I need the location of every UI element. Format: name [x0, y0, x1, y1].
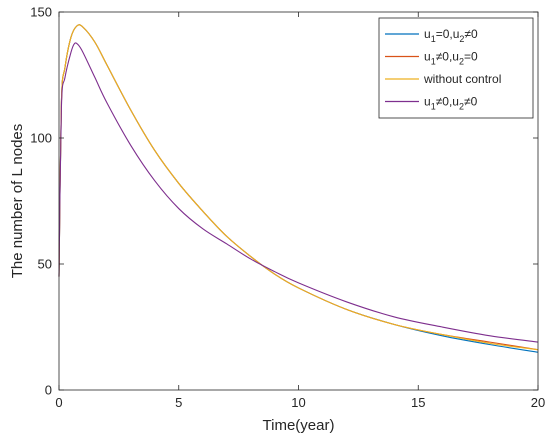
legend-text-part: ≠0 — [464, 27, 478, 41]
x-tick-label: 5 — [175, 395, 182, 410]
legend-text-part: ≠0,u — [436, 50, 459, 64]
subscript: 2 — [459, 34, 464, 44]
legend-text-part: u — [424, 50, 431, 64]
legend-text-part: ≠0,u — [436, 95, 459, 109]
legend-label-1: u1=0,u2≠0 — [424, 27, 478, 44]
series-line-4 — [58, 42, 539, 343]
subscript: 1 — [431, 102, 436, 112]
legend-text-part: =0,u — [436, 27, 460, 41]
y-tick-label: 0 — [45, 383, 52, 398]
subscript: 2 — [459, 57, 464, 67]
y-tick-label: 50 — [38, 257, 52, 272]
legend-text-part: u — [424, 95, 431, 109]
legend-text-part: u — [424, 27, 431, 41]
x-axis-label: Time(year) — [263, 417, 335, 434]
legend-text-part: without control — [423, 72, 501, 86]
x-tick-label: 15 — [411, 395, 425, 410]
legend-text-part: =0 — [464, 50, 478, 64]
subscript: 1 — [431, 57, 436, 67]
subscript: 1 — [431, 34, 436, 44]
series-layer — [58, 24, 539, 353]
y-axis-label: The number of L nodes — [9, 124, 26, 279]
legend-label-4: u1≠0,u2≠0 — [424, 95, 478, 112]
axes-layer: 0 5 10 15 20 0 50 100 150 — [30, 5, 545, 411]
x-tick-label: 0 — [55, 395, 62, 410]
y-tick-label: 150 — [30, 5, 52, 20]
legend-label-3: without control — [423, 72, 501, 86]
x-tick-label: 10 — [291, 395, 305, 410]
series-line-3 — [58, 24, 539, 351]
subscript: 2 — [459, 102, 464, 112]
y-tick-label: 100 — [30, 131, 52, 146]
x-tick-label: 20 — [531, 395, 545, 410]
legend-label-2: u1≠0,u2=0 — [424, 50, 478, 67]
legend-text-part: ≠0 — [464, 95, 478, 109]
